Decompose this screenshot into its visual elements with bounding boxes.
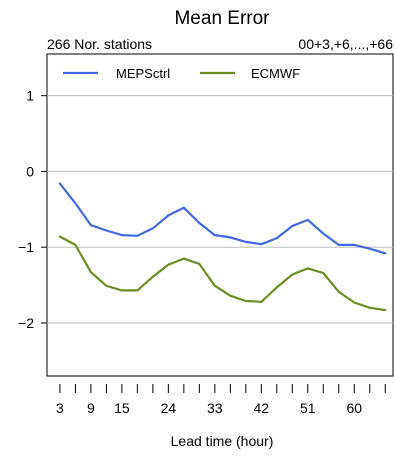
x-tick-label-4: 33	[207, 400, 223, 416]
data-point-ecmwf-16	[306, 267, 309, 270]
y-tick-label-1: 0	[26, 163, 34, 179]
data-point-mepsctrl-13	[260, 243, 263, 246]
data-point-mepsctrl-3	[105, 229, 108, 232]
data-point-mepsctrl-16	[306, 219, 309, 221]
data-point-mepsctrl-20	[368, 247, 371, 250]
y-axis: 1 0 −1 −2	[18, 88, 47, 331]
y-tick-label-3: −2	[18, 315, 34, 331]
x-tick-label-3: 24	[161, 400, 177, 416]
data-point-ecmwf-20	[368, 306, 371, 309]
data-point-mepsctrl-11	[229, 236, 232, 239]
data-point-mepsctrl-4	[120, 234, 123, 236]
data-point-ecmwf-10	[213, 284, 216, 287]
x-tick-label-1: 9	[87, 400, 95, 416]
data-point-mepsctrl-10	[213, 234, 216, 236]
data-point-ecmwf-3	[105, 284, 108, 287]
data-point-mepsctrl-8	[182, 206, 185, 209]
y-tick-label-2: −1	[18, 239, 34, 255]
data-point-ecmwf-9	[198, 262, 201, 265]
chart-subtitle-left: 266 Nor. stations	[47, 36, 152, 52]
data-point-mepsctrl-0	[59, 182, 61, 185]
data-point-ecmwf-11	[229, 294, 232, 297]
data-point-ecmwf-8	[182, 257, 185, 260]
data-point-ecmwf-17	[322, 272, 325, 274]
series-line-mepsctrl	[58, 182, 387, 255]
data-point-ecmwf-13	[260, 300, 263, 303]
data-point-ecmwf-1	[74, 244, 77, 246]
x-tick-label-2: 15	[114, 400, 130, 416]
legend-label-mepsctrl: MEPSctrl	[116, 66, 170, 81]
series-lines	[58, 182, 387, 312]
chart-subtitle-right: 00+3,+6,...,+66	[298, 36, 393, 52]
chart-title: Mean Error	[174, 8, 270, 29]
data-point-mepsctrl-2	[89, 224, 92, 227]
x-tick-label-5: 42	[254, 400, 270, 416]
data-point-mepsctrl-21	[384, 252, 387, 255]
legend: MEPSctrl ECMWF	[63, 66, 300, 81]
x-tick-label-7: 60	[346, 400, 362, 416]
data-point-mepsctrl-17	[322, 232, 325, 235]
data-point-mepsctrl-7	[167, 214, 170, 217]
data-point-mepsctrl-1	[74, 202, 77, 205]
data-point-ecmwf-15	[291, 273, 294, 276]
data-point-ecmwf-4	[120, 289, 123, 292]
x-axis: 3 9 15 24 33 42 51 60	[56, 384, 386, 416]
data-point-mepsctrl-14	[275, 237, 278, 240]
gridlines	[47, 95, 393, 324]
x-tick-label-6: 51	[300, 400, 316, 416]
data-point-mepsctrl-19	[353, 244, 356, 246]
data-point-ecmwf-14	[275, 286, 278, 289]
data-point-ecmwf-6	[151, 275, 154, 278]
data-point-mepsctrl-9	[198, 222, 201, 224]
y-tick-label-0: 1	[26, 88, 34, 104]
data-point-mepsctrl-12	[244, 240, 247, 243]
data-point-ecmwf-7	[167, 263, 170, 266]
plot-area	[46, 53, 394, 377]
x-tick-label-0: 3	[56, 400, 64, 416]
data-point-ecmwf-19	[353, 301, 356, 304]
data-point-mepsctrl-15	[291, 225, 294, 227]
data-point-ecmwf-0	[59, 235, 61, 238]
data-point-mepsctrl-5	[136, 234, 139, 237]
data-point-ecmwf-18	[337, 291, 340, 293]
data-point-ecmwf-12	[244, 300, 247, 302]
data-point-ecmwf-5	[136, 289, 139, 292]
data-point-ecmwf-21	[384, 309, 387, 311]
data-point-mepsctrl-6	[151, 227, 154, 230]
legend-label-ecmwf: ECMWF	[251, 66, 300, 81]
data-point-ecmwf-2	[89, 271, 92, 274]
x-axis-title: Lead time (hour)	[171, 433, 274, 449]
series-line-ecmwf	[58, 235, 387, 312]
data-point-mepsctrl-18	[337, 244, 340, 246]
